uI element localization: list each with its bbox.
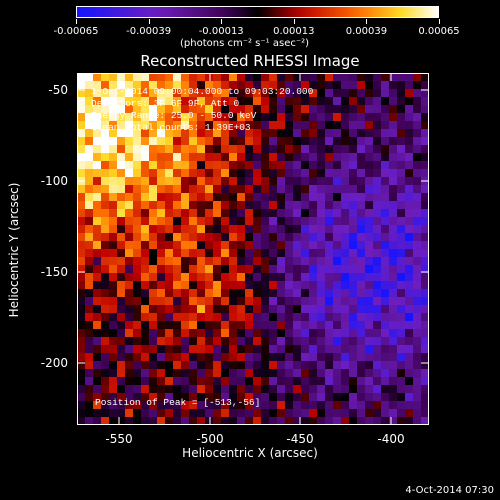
colorbar-tick <box>366 19 368 24</box>
colorbar-tick <box>439 19 440 24</box>
x-tick-label: -500 <box>196 432 224 446</box>
timestamp: 4-Oct-2014 07:30 <box>405 485 494 496</box>
y-tick-label: -100 <box>40 174 68 188</box>
colorbar-tick <box>293 19 295 24</box>
info-detectors: Detectors: 3F 6F 9F, Att 0 <box>91 98 240 109</box>
y-tick-label: -50 <box>48 83 68 97</box>
info-clean-counts: Clean Total counts: 1.39E+03 <box>91 122 251 133</box>
colorbar-tick <box>148 19 150 24</box>
x-tick-label: -450 <box>286 432 314 446</box>
colorbar-tick <box>76 19 77 24</box>
info-energy-range: Energy Range: 25.0 - 50.0 keV <box>91 110 257 121</box>
y-axis-label: Heliocentric Y (arcsec) <box>7 182 21 318</box>
colorbar-tick-label: -0.00065 <box>53 26 99 37</box>
x-tick-label: -400 <box>377 432 405 446</box>
colorbar-tick-label: 0.00013 <box>273 26 315 37</box>
x-tick-label: -550 <box>105 432 133 446</box>
y-tick-label: -200 <box>40 356 68 370</box>
colorbar-tick-label: -0.00039 <box>126 26 172 37</box>
colorbar-tick <box>221 19 223 24</box>
colorbar-tick-label: 0.00039 <box>345 26 388 37</box>
colorbar-tick-label: 0.00065 <box>418 26 460 37</box>
colorbar <box>76 6 439 18</box>
rhessi-image: 1-Oct-2014 09:00:04.000 to 09:03:20.000 … <box>77 73 429 425</box>
image-title: Reconstructed RHESSI Image <box>140 52 360 70</box>
colorbar-unit-label: (photons cm⁻² s⁻¹ asec⁻²) <box>180 38 310 49</box>
info-peak-position: Position of Peak = [-513,-56] <box>95 397 261 408</box>
y-tick-label: -150 <box>40 265 68 279</box>
colorbar-tick-label: -0.00013 <box>198 26 244 37</box>
info-time-range: 1-Oct-2014 09:00:04.000 to 09:03:20.000 <box>91 86 314 97</box>
x-axis-label: Heliocentric X (arcsec) <box>182 446 318 460</box>
